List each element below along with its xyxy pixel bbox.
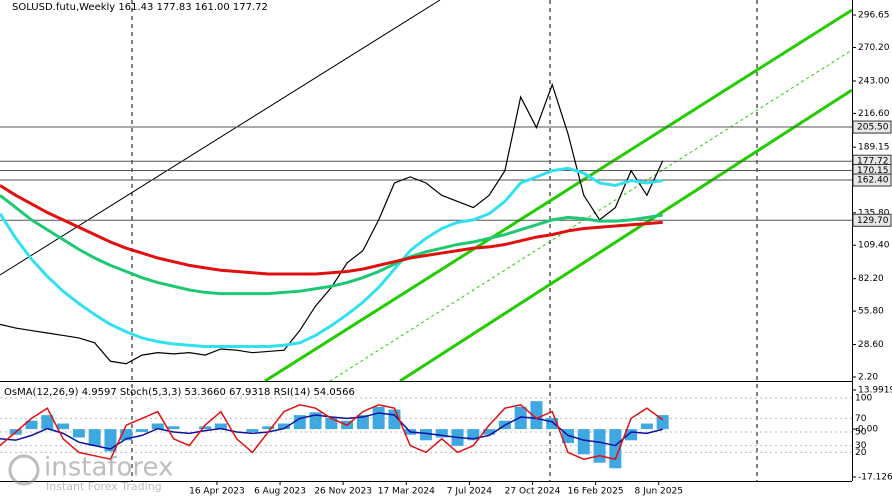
- y-tick-label: 109.40: [858, 241, 890, 251]
- y-tick-label: -17.1267: [858, 473, 892, 483]
- watermark-tagline: Instant Forex Trading: [46, 480, 162, 493]
- histogram-bar: [309, 412, 322, 430]
- x-tick-label: 16 Apr 2023: [189, 487, 245, 496]
- y-tick-label: 55.80: [858, 307, 884, 317]
- y-tick-label: 0.00: [858, 425, 878, 435]
- x-tick-label: 27 Oct 2024: [505, 487, 561, 496]
- histogram-bar: [546, 417, 559, 430]
- histogram-bar: [167, 426, 180, 430]
- histogram-bar: [483, 429, 496, 435]
- histogram-bar: [120, 429, 133, 441]
- series-line: [0, 184, 663, 276]
- y-tick-label: 135.80: [858, 208, 890, 218]
- histogram-bar: [57, 423, 70, 430]
- y-tick-label: 216.60: [858, 109, 890, 119]
- price-level-label: 177.72: [857, 157, 889, 167]
- x-tick-label: 8 Jun 2025: [635, 487, 683, 496]
- watermark: instaforex Instant Forex Trading: [8, 453, 173, 493]
- y2-tick-label: 70: [855, 414, 867, 424]
- x-tick-label: 26 Nov 2023: [314, 487, 372, 496]
- price-level-label: 129.70: [857, 216, 889, 226]
- histogram-bar: [420, 429, 432, 441]
- histogram-bar: [88, 429, 101, 446]
- histogram-bar: [278, 423, 290, 430]
- watermark-logo: [8, 454, 40, 486]
- y2-tick-label: 30: [855, 441, 867, 451]
- histogram-bar: [199, 426, 212, 430]
- price-level-label: 170.15: [857, 166, 889, 176]
- y2-tick-label: 50: [855, 428, 867, 438]
- histogram-bar: [41, 415, 54, 430]
- histogram-bar: [625, 429, 638, 441]
- histogram-bar: [530, 401, 543, 430]
- histogram-bar: [356, 415, 369, 430]
- channel-mid: [329, 49, 853, 382]
- y-tick-label: 189.15: [858, 143, 890, 153]
- trend-line: [0, 0, 441, 276]
- histogram-bar: [151, 423, 164, 430]
- histogram-bar: [72, 429, 85, 438]
- y-tick-label: 270.20: [858, 43, 890, 53]
- y-tick-label: 2.20: [858, 373, 878, 383]
- histogram-bar: [467, 429, 480, 441]
- channel-lower: [399, 88, 853, 383]
- histogram-bar: [214, 423, 227, 430]
- series-line: [0, 166, 663, 349]
- series-line: [0, 412, 663, 450]
- histogram-bar: [293, 415, 306, 430]
- series-line: [0, 403, 664, 461]
- histogram-bar: [136, 429, 148, 432]
- y-tick-label: 13.9919: [858, 386, 892, 396]
- histogram-bar: [593, 429, 606, 463]
- chart-title: SOLUSD.futu,Weekly 161.43 177.83 161.00 …: [12, 2, 268, 13]
- watermark-brand: instaforex: [44, 453, 173, 483]
- histogram-bar: [656, 415, 669, 430]
- y-tick-label: 243.00: [858, 76, 890, 86]
- price-level-box: [852, 173, 892, 187]
- price-level-label: 205.50: [857, 123, 889, 133]
- price-level-box: [852, 213, 892, 227]
- price-level-box: [852, 120, 892, 134]
- histogram-bar: [25, 420, 38, 430]
- price-level-label: 162.40: [857, 176, 889, 186]
- histogram-bar: [577, 429, 590, 455]
- y-tick-label: 82.20: [858, 274, 884, 284]
- histogram-bar: [325, 417, 338, 430]
- histogram-bar: [514, 406, 527, 430]
- y-tick-label: 296.65: [858, 10, 890, 20]
- y2-tick-label: 100: [855, 394, 872, 404]
- histogram-bar: [262, 426, 275, 430]
- x-tick-label: 6 Aug 2023: [254, 487, 306, 496]
- histogram-bar: [246, 429, 259, 432]
- x-tick-label: 17 Mar 2024: [378, 487, 435, 496]
- histogram-bar: [104, 429, 117, 452]
- y2-tick-label: 20: [855, 448, 867, 458]
- histogram-bar: [640, 423, 653, 430]
- histogram-bar: [435, 429, 448, 438]
- channel-upper: [264, 8, 853, 383]
- series-line: [0, 194, 663, 296]
- y-tick-label: 28.60: [858, 340, 884, 350]
- x-tick-label: 7 Jul 2024: [447, 487, 492, 496]
- histogram-bar: [372, 406, 385, 430]
- x-tick-label: 16 Feb 2025: [568, 487, 624, 496]
- indicator-title: OsMA(12,26,9) 4.9597 Stoch(5,3,3) 53.366…: [4, 387, 355, 398]
